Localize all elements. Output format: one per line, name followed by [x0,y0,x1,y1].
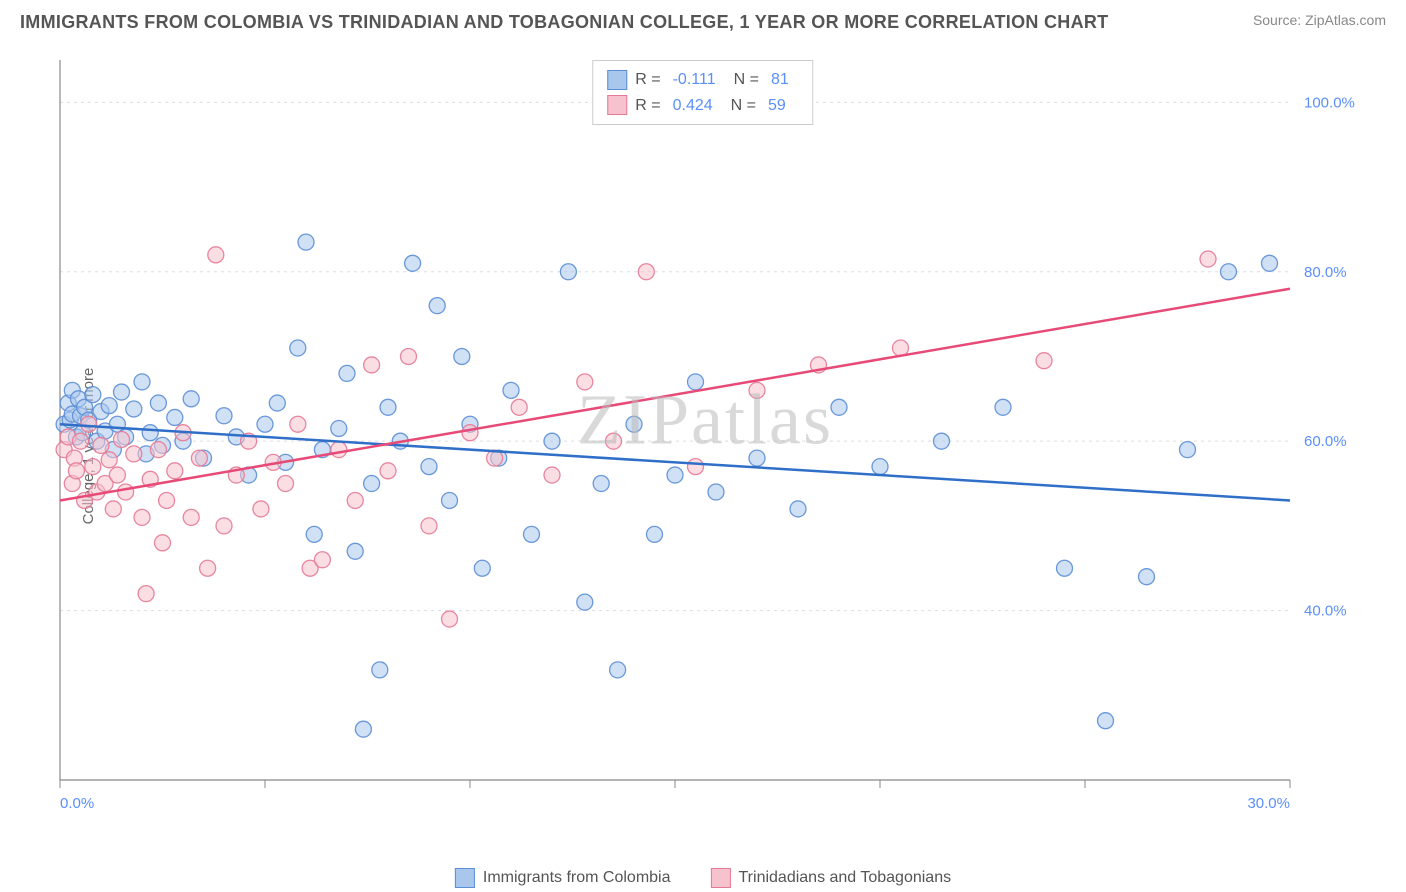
r-label: R = [635,67,660,93]
svg-text:30.0%: 30.0% [1247,795,1290,812]
svg-text:60.0%: 60.0% [1304,433,1347,450]
n-label: N = [731,93,756,119]
chart-title: IMMIGRANTS FROM COLOMBIA VS TRINIDADIAN … [20,12,1108,33]
source-link[interactable]: ZipAtlas.com [1305,12,1386,28]
legend-label-series2: Trinidadians and Tobagonians [739,869,952,887]
stats-legend: R = -0.111 N = 81 R = 0.424 N = 59 [592,60,813,125]
chart-area: 40.0%60.0%80.0%100.0%0.0%30.0% ZIPatlas [50,50,1360,820]
swatch-series1 [607,70,627,90]
r-value-series2: 0.424 [673,93,713,119]
svg-text:100.0%: 100.0% [1304,94,1355,111]
r-value-series1: -0.111 [673,67,716,93]
legend-item-series2: Trinidadians and Tobagonians [711,868,952,888]
svg-text:40.0%: 40.0% [1304,603,1347,620]
legend-item-series1: Immigrants from Colombia [455,868,671,888]
r-label: R = [635,93,660,119]
source-prefix: Source: [1253,12,1305,28]
n-value-series2: 59 [768,93,786,119]
header: IMMIGRANTS FROM COLOMBIA VS TRINIDADIAN … [0,0,1406,41]
svg-text:80.0%: 80.0% [1304,264,1347,281]
stats-row-series2: R = 0.424 N = 59 [607,93,798,119]
bottom-legend: Immigrants from Colombia Trinidadians an… [455,868,951,888]
n-value-series1: 81 [771,67,789,93]
swatch-series1-bottom [455,868,475,888]
legend-label-series1: Immigrants from Colombia [483,869,671,887]
stats-row-series1: R = -0.111 N = 81 [607,67,798,93]
n-label: N = [734,67,759,93]
swatch-series2-bottom [711,868,731,888]
svg-text:0.0%: 0.0% [60,795,94,812]
source-attribution: Source: ZipAtlas.com [1253,12,1386,28]
scatter-chart: 40.0% 60.0% 80.0% 100.0% 0.0% 30.0% [50,50,1360,820]
swatch-series2 [607,95,627,115]
